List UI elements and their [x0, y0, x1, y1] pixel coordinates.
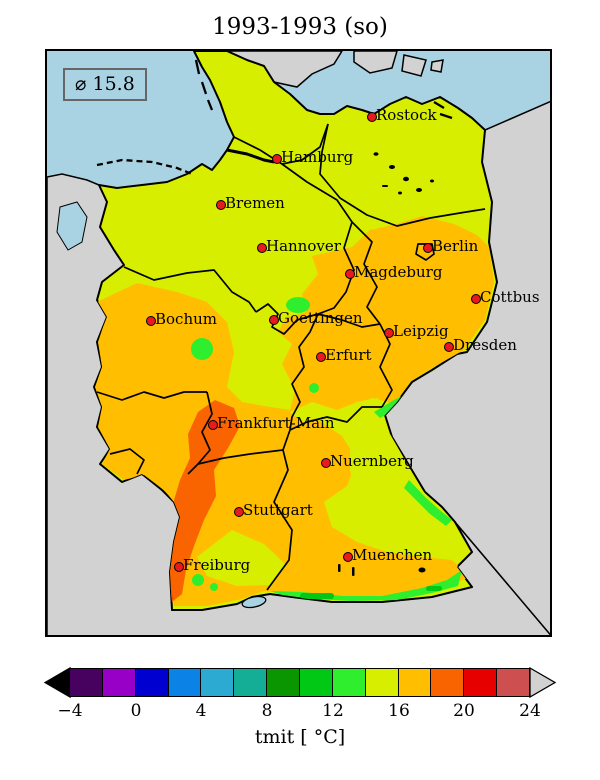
colorbar-tick: 0	[130, 701, 142, 721]
colorbar-tick: 12	[322, 701, 344, 721]
city-marker	[316, 352, 326, 362]
city-label: Hamburg	[281, 148, 354, 166]
city-marker	[444, 342, 454, 352]
bodensee-lake	[241, 595, 267, 609]
city-marker	[146, 316, 156, 326]
city-label: Nuernberg	[330, 452, 414, 470]
colorbar-tick: −4	[57, 701, 83, 721]
colorbar-segment	[299, 668, 333, 697]
colorbar-under-arrow	[43, 666, 71, 699]
colorbar-tick: 16	[388, 701, 410, 721]
city-marker	[208, 420, 218, 430]
city-label: Berlin	[432, 237, 479, 255]
colorbar-tick: 8	[261, 701, 273, 721]
colorbar-label: tmit [ °C]	[254, 726, 346, 748]
city-marker	[234, 507, 244, 517]
map-canvas	[47, 51, 550, 635]
city-marker	[367, 112, 377, 122]
city-marker	[423, 243, 433, 253]
colorbar-segment	[233, 668, 268, 697]
state-borders	[96, 123, 486, 591]
temp-band-12-14-patch	[210, 583, 218, 591]
figure-title: 1993-1993 (so)	[212, 14, 388, 40]
germany-temperature-map	[45, 49, 552, 637]
city-marker	[257, 243, 267, 253]
lakes	[338, 152, 434, 576]
temp-band-12-14-patch	[309, 383, 319, 393]
temp-band-14-16-patch	[197, 530, 285, 586]
city-marker	[345, 269, 355, 279]
city-marker	[384, 328, 394, 338]
coastal-islands	[96, 59, 453, 176]
city-label: Rostock	[376, 106, 437, 124]
city-marker	[343, 552, 353, 562]
colorbar-segment	[69, 668, 103, 697]
city-marker	[174, 562, 184, 572]
city-label: Leipzig	[393, 322, 449, 340]
colorbar-tick: 20	[453, 701, 475, 721]
colorbar-segment	[200, 668, 235, 697]
city-label: Goettingen	[278, 309, 363, 327]
city-marker	[471, 294, 481, 304]
colorbar-segment	[167, 668, 202, 697]
colorbar-segment	[430, 668, 465, 697]
temp-band-18-20-rhine	[168, 400, 240, 602]
city-label: Bremen	[225, 194, 285, 212]
city-label: Bochum	[155, 310, 217, 328]
temp-band-10-12-alps	[426, 586, 442, 591]
temp-band-12-14-harz	[286, 297, 310, 313]
danish-island	[401, 54, 444, 77]
temp-band-14-16-patch	[290, 398, 390, 422]
temp-band-12-14-alps	[270, 570, 462, 601]
colorbar-segment	[331, 668, 366, 697]
colorbar-segment	[496, 668, 531, 697]
city-label: Stuttgart	[243, 501, 313, 519]
city-label: Dresden	[453, 336, 517, 354]
city-label: Magdeburg	[354, 263, 443, 281]
city-marker	[321, 458, 331, 468]
colorbar-tick: 24	[519, 701, 541, 721]
ijsselmeer-lake	[56, 201, 88, 251]
colorbar-segment	[364, 668, 399, 697]
colorbar-tick: 4	[195, 701, 207, 721]
temp-band-10-12-alps	[300, 593, 334, 599]
city-label: Frankfurt-Main	[217, 414, 335, 432]
mean-value-text: ⌀ 15.8	[75, 73, 135, 95]
colorbar-segment	[101, 668, 136, 697]
city-label: Cottbus	[480, 288, 540, 306]
temp-band-12-14-patch	[192, 574, 204, 586]
colorbar-segment	[463, 668, 498, 697]
colorbar	[69, 668, 531, 697]
city-label: Muenchen	[352, 546, 433, 564]
city-marker	[269, 315, 279, 325]
temp-band-16-18-east	[278, 216, 494, 420]
city-label: Erfurt	[325, 346, 372, 364]
temp-band-12-14-sauerland	[191, 338, 213, 360]
city-label: Hannover	[266, 237, 341, 255]
colorbar-over-arrow	[529, 666, 557, 699]
mean-value-badge: ⌀ 15.8	[63, 68, 147, 101]
city-label: Freiburg	[183, 556, 251, 574]
city-marker	[272, 154, 282, 164]
temp-band-12-14-bayerwald	[404, 480, 452, 526]
colorbar-segment	[134, 668, 169, 697]
city-marker	[216, 200, 226, 210]
colorbar-segment	[266, 668, 301, 697]
temp-band-14-16-patch	[350, 420, 436, 526]
danish-island	[353, 51, 398, 74]
colorbar-segment	[397, 668, 432, 697]
